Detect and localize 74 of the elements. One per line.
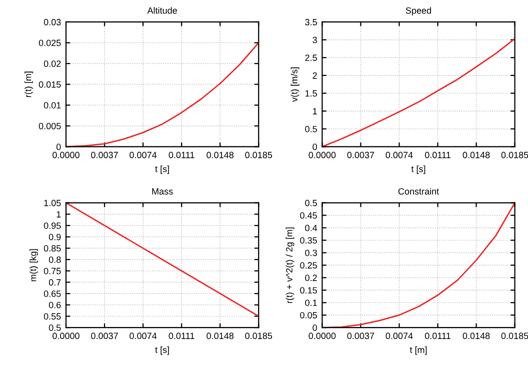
- x-tick-label: 0.0037: [91, 332, 118, 340]
- y-tick-label: 0.5: [305, 126, 317, 132]
- x-axis-title: t [s]: [411, 166, 426, 174]
- y-tick-label: 0.3: [305, 250, 317, 256]
- y-tick-label: 0.03: [44, 18, 61, 26]
- y-tick-label: 3.5: [305, 18, 317, 26]
- x-tick-label: 0.0185: [501, 332, 528, 340]
- x-tick-label: 0.0148: [206, 332, 234, 340]
- y-tick-label: 0.025: [38, 40, 61, 46]
- x-tick-label: 0.0185: [245, 332, 272, 340]
- x-tick-label: 0.0037: [347, 152, 374, 158]
- y-tick-label: 0.85: [44, 245, 61, 252]
- x-tick-label: 0.0111: [424, 332, 450, 340]
- y-tick-label: 1: [56, 211, 61, 218]
- x-tick-label: 0.0000: [308, 332, 336, 340]
- y-tick-label: 0: [312, 324, 317, 331]
- y-tick-label: 0.45: [300, 212, 317, 219]
- x-tick-label: 0.0074: [386, 152, 413, 158]
- x-tick-label: 0.0111: [424, 152, 450, 158]
- x-tick-label: 0.0074: [130, 152, 157, 158]
- x-tick-label: 0.0037: [347, 332, 374, 340]
- chart-title: Altitude: [147, 7, 177, 14]
- x-tick-label: 0.0000: [52, 152, 80, 158]
- x-tick-label: 0.0037: [91, 152, 118, 158]
- x-axis-title: t [m]: [410, 346, 427, 355]
- x-tick-label: 0.0111: [168, 152, 194, 158]
- x-tick-label: 0.0000: [308, 152, 336, 158]
- y-tick-label: 0.95: [44, 222, 61, 229]
- x-tick-label: 0.0000: [52, 332, 80, 340]
- y-tick-label: 0.65: [44, 290, 61, 297]
- y-tick-label: 0.1: [305, 300, 317, 306]
- chart-title: Constraint: [398, 188, 439, 195]
- x-tick-label: 0.0148: [462, 332, 490, 340]
- y-tick-label: 0.01: [44, 102, 61, 108]
- y-tick-label: 0.9: [48, 234, 61, 240]
- y-tick-label: 0.7: [48, 279, 61, 286]
- x-tick-label: 0.0148: [206, 152, 234, 158]
- x-tick-label: 0.0185: [501, 152, 528, 158]
- y-tick-label: 3: [312, 36, 317, 44]
- y-tick-label: 0: [56, 144, 61, 150]
- y-tick-label: 0: [312, 144, 317, 150]
- y-tick-label: 0.8: [48, 256, 61, 263]
- y-tick-label: 0.05: [300, 312, 317, 318]
- x-axis-title: t [s]: [155, 166, 169, 174]
- y-tick-label: 1.05: [44, 200, 61, 206]
- x-tick-label: 0.0074: [130, 332, 157, 340]
- y-tick-label: 0.75: [44, 268, 61, 274]
- x-tick-label: 0.0074: [386, 332, 413, 340]
- x-tick-label: 0.0111: [168, 332, 194, 340]
- y-tick-label: 0.005: [38, 122, 61, 130]
- y-axis-title: r(t) + v^2(t) / 2g [m]: [286, 227, 294, 303]
- y-axis-title: v(t) [m/s]: [290, 67, 300, 102]
- chart-title: Mass: [152, 188, 173, 195]
- y-tick-label: 2.5: [305, 54, 317, 61]
- chart-title: Speed: [406, 7, 431, 16]
- y-tick-label: 0.4: [305, 224, 318, 232]
- y-axis-title: m(t) [kg]: [30, 249, 38, 282]
- y-tick-label: 0.5: [305, 200, 317, 206]
- y-tick-label: 0.35: [300, 237, 317, 244]
- x-axis-title: t [s]: [155, 346, 169, 355]
- x-tick-label: 0.0148: [462, 152, 490, 158]
- y-tick-label: 0.015: [38, 81, 61, 88]
- y-tick-label: 0.25: [300, 262, 317, 269]
- y-tick-label: 2: [312, 72, 317, 79]
- y-tick-label: 0.6: [48, 302, 61, 308]
- y-axis-title: r(t) [m]: [24, 72, 33, 98]
- y-tick-label: 0.15: [300, 287, 317, 294]
- y-tick-label: 1: [312, 108, 317, 114]
- y-tick-label: 1.5: [305, 90, 317, 97]
- y-tick-label: 0.02: [44, 60, 61, 67]
- y-tick-label: 0.5: [48, 324, 61, 331]
- y-tick-label: 0.2: [305, 274, 317, 282]
- y-tick-label: 0.55: [44, 313, 61, 320]
- x-tick-label: 0.0185: [245, 152, 272, 158]
